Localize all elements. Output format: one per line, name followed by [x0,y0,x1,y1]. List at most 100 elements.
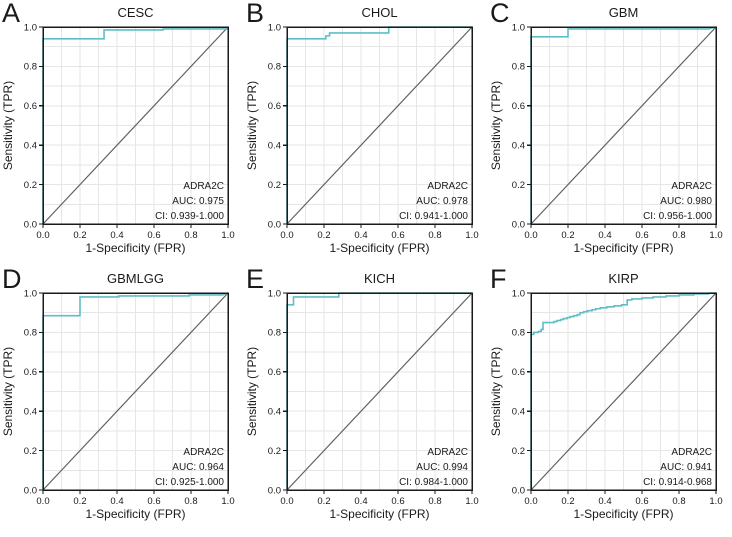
roc-chart-CESC: 0.00.0 0.2 0.2 0.4 0.4 0.6 0.6 0.8 0.8 1.0 1.0 A CES… [1,0,235,255]
y-tick-label: 1.0 [268,288,281,299]
panel-letter: C [490,0,510,28]
x-tick-label: 0.6 [147,496,160,507]
panel-title: KIRP [608,271,638,286]
x-tick-label: 0.2 [317,230,330,241]
y-tick-label: 0.2 [268,180,281,191]
panel-letter: F [490,266,507,294]
roc-chart-GBM: 0.00.00.20.20.40.40.60.60.80.81.01.0C GBM… [489,0,723,255]
ci-label: CI: 0.939-1.000 [155,211,224,222]
plot-border [286,26,473,225]
panel-letter: D [2,266,22,294]
gene-label: ADRA2C [671,447,712,458]
auc-label: AUC: 0.975 [172,196,224,207]
y-tick-label: 0.8 [512,62,525,73]
x-tick-label: 0.2 [317,496,330,507]
y-tick-label: 0.6 [24,101,37,112]
x-tick-label: 0.0 [280,496,293,507]
y-tick-label: 0.8 [268,62,281,73]
y-tick-label: 0.8 [512,328,525,339]
y-tick-label: 0.2 [268,446,281,457]
x-tick-label: 0.4 [110,496,123,507]
x-tick-label: 0.2 [561,230,574,241]
panel-letter: A [2,0,20,28]
roc-chart-CHOL: 0.00.0 0.2 0.2 0.4 0.4 0.6 0.6 0.8 0.8 1.0 1.0 B CHO… [245,0,479,255]
ci-label: CI: 0.941-1.000 [399,211,468,222]
roc-curve [42,292,229,490]
x-tick-label: 0.6 [147,230,160,241]
y-tick-label: 0.2 [512,446,525,457]
auc-label: AUC: 0.941 [660,462,712,473]
x-axis-label: 1-Specificity (FPR) [573,241,673,255]
y-tick-label: 0.6 [512,367,525,378]
x-tick-label: 0.6 [635,496,648,507]
diagonal-reference-line [42,292,229,491]
x-tick-label: 0.8 [428,230,441,241]
panel-letter: E [246,266,264,294]
gene-label: ADRA2C [427,181,468,192]
x-axis-label: 1-Specificity (FPR) [85,241,185,255]
x-tick-label: 1.0 [709,230,722,241]
y-axis-label: Sensitivity (TPR) [489,81,503,170]
x-tick-label: 0.0 [524,230,537,241]
roc-chart-KICH: 0.00.0 0.2 0.2 0.4 0.4 0.6 0.6 0.8 0.8 1.0 1.0 E KIC… [245,264,479,521]
x-tick-label: 0.6 [635,230,648,241]
x-tick-label: 0.8 [184,496,197,507]
x-tick-label: 0.8 [672,496,685,507]
x-axis-label: 1-Specificity (FPR) [329,507,429,521]
roc-curve [42,27,229,224]
x-tick-label: 0.4 [354,496,367,507]
x-tick-label: 1.0 [221,230,234,241]
roc-chart-KIRP: 0.00.0 0.2 0.2 0.4 0.4 0.6 0.6 0.8 0.8 1.0 1.0 F KIR… [489,264,723,521]
x-tick-label: 1.0 [221,496,234,507]
gene-label: ADRA2C [183,181,224,192]
y-tick-label: 0.4 [24,141,37,152]
plot-border [530,26,717,225]
y-axis-label: Sensitivity (TPR) [1,81,15,170]
diagonal-reference-line [42,26,229,225]
ci-label: CI: 0.914-0.968 [643,477,712,488]
diagonal-reference-line [530,26,717,225]
y-tick-label: 0.4 [24,407,37,418]
y-tick-label: 0.8 [268,328,281,339]
y-tick-label: 0.4 [268,407,281,418]
x-tick-label: 0.6 [391,230,404,241]
y-tick-label: 0.0 [512,485,525,496]
gene-label: ADRA2C [183,447,224,458]
panel-title: GBMLGG [107,271,164,286]
y-tick-label: 1.0 [24,288,37,299]
x-tick-label: 1.0 [709,496,722,507]
y-tick-label: 0.6 [268,367,281,378]
roc-panel-a: 0.0 0.0 0.2 0.2 0.4 0.4 0.6 0.6 0.8 0.8 1.0 1.0 A CES… [0,0,244,266]
roc-panel-b: 0.0 0.0 0.2 0.2 0.4 0.4 0.6 0.6 0.8 0.8 1.0 1.0 B CHO… [244,0,488,266]
roc-chart-GBMLGG: 0.00.00.20.20.40.40.60.60.80.81.01.0D GBM… [1,264,235,521]
x-tick-label: 0.2 [73,230,86,241]
panel-letter: B [246,0,264,28]
auc-label: AUC: 0.964 [172,462,224,473]
ci-label: CI: 0.956-1.000 [643,211,712,222]
x-tick-label: 1.0 [465,230,478,241]
y-axis-label: Sensitivity (TPR) [245,347,259,436]
plot-border [42,26,229,225]
y-tick-label: 0.0 [512,219,525,230]
roc-panel-f: 0.0 0.0 0.2 0.2 0.4 0.4 0.6 0.6 0.8 0.8 1.0 1.0 F KIR… [488,264,732,532]
y-tick-label: 1.0 [24,22,37,33]
x-axis-label: 1-Specificity (FPR) [85,507,185,521]
x-tick-label: 0.4 [598,496,611,507]
auc-label: AUC: 0.980 [660,196,712,207]
x-tick-label: 0.0 [280,230,293,241]
y-axis-label: Sensitivity (TPR) [489,347,503,436]
y-tick-label: 0.2 [24,446,37,457]
x-tick-label: 0.8 [428,496,441,507]
y-tick-label: 0.6 [512,101,525,112]
y-tick-label: 0.0 [268,219,281,230]
y-tick-label: 0.6 [268,101,281,112]
roc-panel-e: 0.0 0.0 0.2 0.2 0.4 0.4 0.6 0.6 0.8 0.8 1.0 1.0 E KIC… [244,264,488,532]
plot-border [286,292,473,491]
x-tick-label: 1.0 [465,496,478,507]
diagonal-reference-line [286,26,473,225]
roc-panel-c: 0.0 0.0 0.2 0.2 0.4 0.4 0.6 0.6 0.8 0.8 1.0 1.0 C GBM… [488,0,732,266]
roc-curve [530,292,716,490]
auc-label: AUC: 0.978 [416,196,468,207]
y-tick-label: 0.0 [268,485,281,496]
